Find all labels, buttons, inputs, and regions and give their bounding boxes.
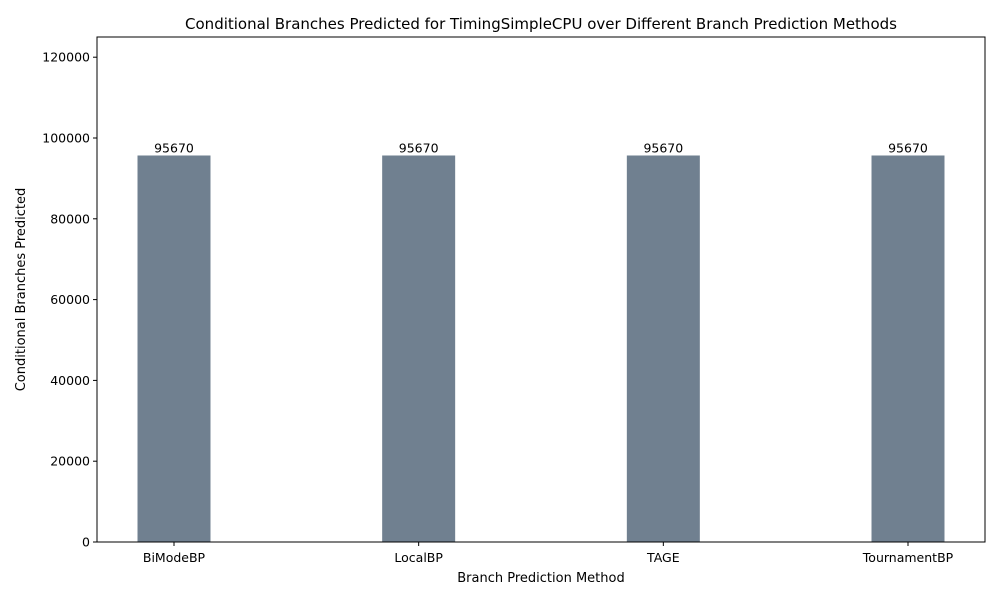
y-tick-label-0: 0 [82, 535, 90, 550]
bars-group [137, 155, 945, 542]
y-tick-label-100000: 100000 [42, 131, 90, 146]
x-tick-label-TAGE: TAGE [646, 550, 680, 565]
data-label-TAGE: 95670 [643, 140, 683, 155]
bar-LocalBP [382, 155, 456, 542]
data-label-LocalBP: 95670 [399, 140, 439, 155]
x-axis-label: Branch Prediction Method [457, 571, 624, 586]
data-label-BiModeBP: 95670 [154, 140, 194, 155]
y-tick-label-20000: 20000 [50, 454, 90, 469]
data-label-TournamentBP: 95670 [888, 140, 928, 155]
x-tick-label-LocalBP: LocalBP [394, 550, 443, 565]
x-tick-label-BiModeBP: BiModeBP [143, 550, 206, 565]
bar-BiModeBP [137, 155, 211, 542]
bar-TAGE [626, 155, 700, 542]
bar-TournamentBP [871, 155, 945, 542]
x-tick-label-TournamentBP: TournamentBP [862, 550, 954, 565]
data-labels-group: 95670 95670 95670 95670 [154, 140, 928, 155]
chart-title: Conditional Branches Predicted for Timin… [185, 15, 897, 33]
plot-frame [96, 36, 986, 543]
y-tick-label-80000: 80000 [50, 211, 90, 226]
y-tick-label-60000: 60000 [50, 292, 90, 307]
x-axis-ticks: BiModeBP LocalBP TAGE TournamentBP [143, 542, 954, 565]
y-axis-ticks: 0 20000 40000 60000 80000 100000 120000 [42, 50, 97, 550]
y-tick-label-40000: 40000 [50, 373, 90, 388]
y-tick-label-120000: 120000 [42, 50, 90, 65]
y-axis-label: Conditional Branches Predicted [14, 188, 29, 392]
